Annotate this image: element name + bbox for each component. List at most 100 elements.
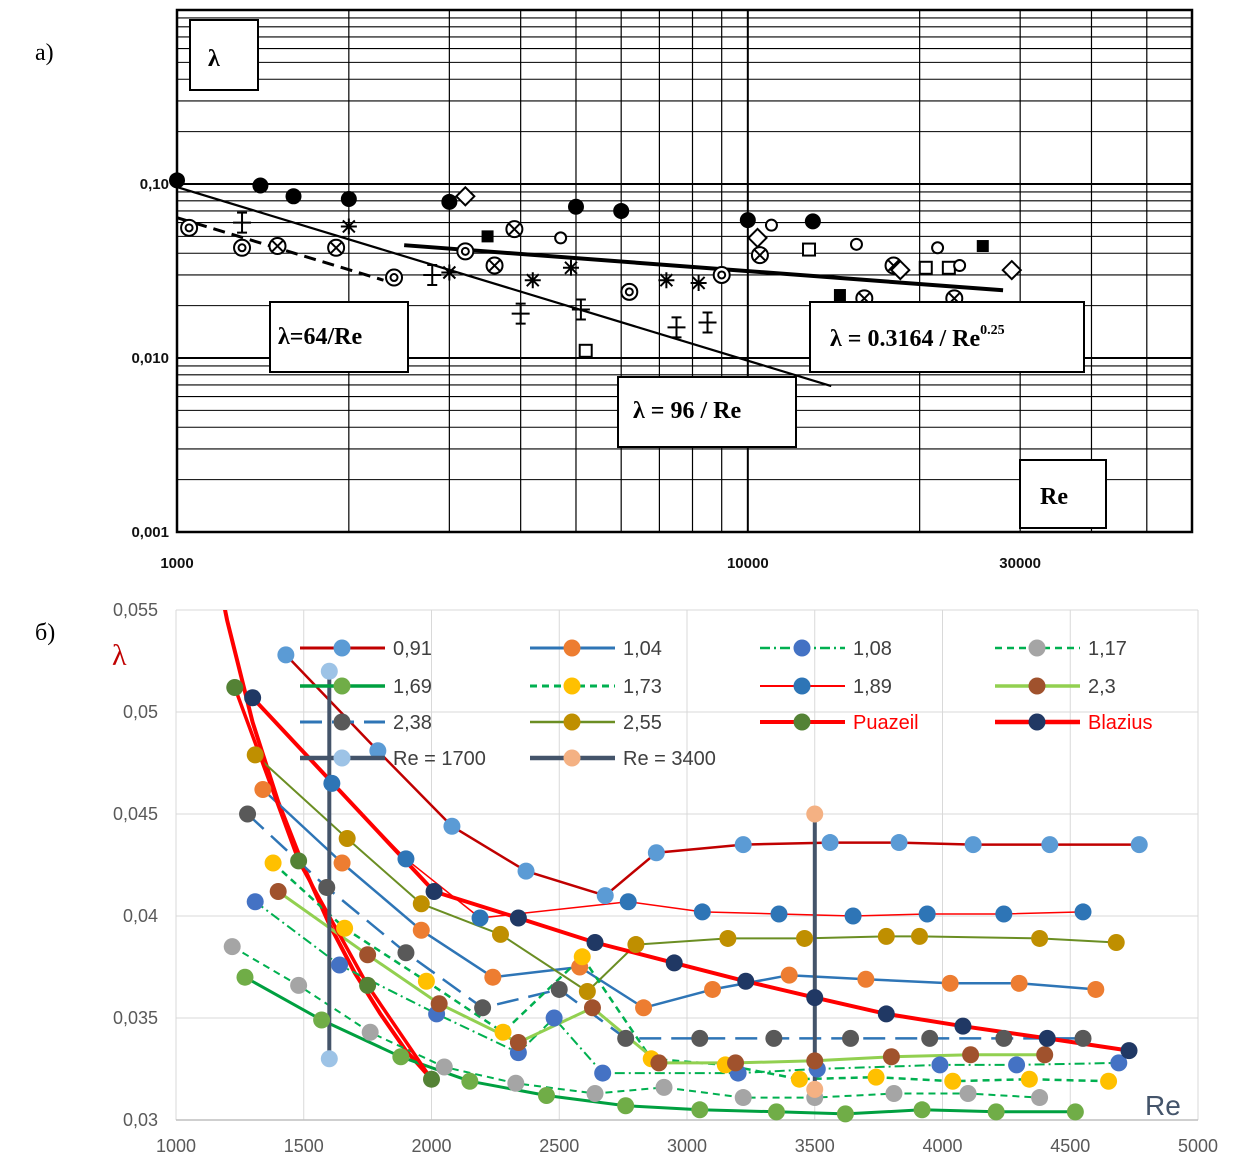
chart-b-series-line	[246, 813, 1083, 1040]
chart-b-series-line	[233, 686, 433, 1081]
chart-b-legend-marker	[563, 749, 581, 767]
chart-a-point	[941, 260, 956, 275]
chart-a-point	[252, 177, 269, 194]
chart-b-friction-linear: 1000 1500 2000 2500 3000 3500 4000 4500 5000 0,03…	[112, 600, 1218, 1156]
chart-b-legend-marker	[793, 713, 811, 731]
chart-a-point	[481, 230, 494, 243]
chart-b-xtick: 2000	[411, 1136, 451, 1156]
chart-b-point	[359, 976, 377, 994]
chart-b-point	[537, 1087, 555, 1105]
chart-b-point	[770, 905, 788, 923]
chart-b-xtick: 1500	[284, 1136, 324, 1156]
chart-b-point	[913, 1101, 931, 1119]
chart-b-point	[290, 976, 308, 994]
chart-b-point	[226, 679, 244, 697]
chart-a-point-inner	[460, 246, 470, 256]
chart-b-legend-label: Blazius	[1088, 712, 1152, 734]
chart-a-ylabel: λ	[208, 46, 220, 72]
chart-b-grid	[175, 609, 1199, 1121]
chart-b-legend-marker	[333, 713, 351, 731]
chart-b-point	[806, 805, 824, 823]
chart-b-legend-label: 2,3	[1088, 676, 1116, 698]
chart-b-point	[780, 966, 798, 984]
chart-b-point	[509, 909, 527, 927]
chart-b-point	[509, 1033, 527, 1051]
chart-a-point	[285, 188, 302, 205]
chart-b-series-line	[231, 945, 1040, 1099]
chart-b-point	[921, 1029, 939, 1047]
chart-a-point	[804, 213, 821, 230]
chart-b-point	[954, 1017, 972, 1035]
chart-b-series-line	[262, 788, 1096, 1010]
chart-b-point	[944, 1072, 962, 1090]
chart-b-point	[647, 844, 665, 862]
chart-b-point	[836, 1105, 854, 1123]
chart-b-point	[369, 742, 387, 760]
chart-b-point	[911, 927, 929, 945]
chart-b-ytick: 0,05	[123, 702, 158, 722]
chart-b-point	[1074, 1029, 1092, 1047]
chart-a-point	[620, 282, 639, 301]
chart-b-ytick: 0,03	[123, 1110, 158, 1130]
chart-b-series-line	[272, 862, 1109, 1083]
chart-b-xlabel: Re	[1145, 1090, 1181, 1121]
chart-a-point	[712, 265, 731, 284]
chart-b-point	[844, 907, 862, 925]
chart-b-point	[550, 980, 568, 998]
chart-a-point	[340, 218, 357, 235]
chart-a-point	[571, 298, 590, 321]
chart-b-point	[959, 1084, 977, 1102]
chart-b-point	[691, 1029, 709, 1047]
chart-b-point	[918, 905, 936, 923]
chart-a-point	[441, 193, 458, 210]
chart-b-point	[867, 1068, 885, 1086]
chart-b-point	[423, 1070, 440, 1088]
chart-b-legend-marker	[563, 713, 581, 731]
chart-a-xlabel-box: Re	[1019, 459, 1107, 529]
chart-a-xtick: 10000	[727, 555, 769, 572]
chart-b-point	[1020, 1070, 1038, 1088]
chart-a-point	[385, 268, 404, 287]
chart-b-point	[691, 1101, 709, 1119]
chart-a-point-cross	[271, 239, 284, 253]
chart-b-legend-marker	[793, 639, 811, 657]
chart-b-point	[987, 1103, 1005, 1121]
chart-a-point	[340, 190, 357, 207]
chart-b-point	[617, 1097, 635, 1115]
chart-b-point	[397, 850, 415, 868]
chart-b-point	[619, 893, 637, 911]
chart-b-point	[244, 689, 262, 707]
chart-b-ytick: 0,04	[123, 906, 158, 926]
chart-a-point	[747, 227, 768, 249]
panel-label-a: а)	[35, 40, 54, 66]
chart-b-point	[1008, 1056, 1026, 1074]
chart-a-annot-blasius: λ = 0.3164 / Re0.25	[809, 301, 1085, 373]
chart-a-ytick: 0,001	[131, 524, 169, 541]
chart-b-legend-label: 1,04	[623, 638, 662, 660]
chart-b-legend-label: 0,91	[393, 638, 432, 660]
chart-a-line-96	[176, 186, 832, 388]
chart-a-point	[454, 185, 476, 207]
chart-b-point	[882, 1048, 900, 1066]
chart-b-point	[573, 948, 591, 966]
chart-b-point	[246, 746, 264, 764]
chart-a-point-inner	[237, 243, 247, 253]
chart-a-line-64	[176, 216, 384, 282]
chart-b-point	[412, 921, 430, 939]
chart-a-point	[456, 242, 475, 261]
chart-a-point	[554, 231, 568, 245]
chart-b-point	[290, 852, 308, 870]
chart-b-point	[1120, 1042, 1138, 1060]
chart-a-point	[802, 242, 817, 257]
chart-b-point	[734, 836, 752, 854]
chart-b-point	[719, 929, 737, 947]
chart-b-legend-marker	[333, 639, 351, 657]
chart-b-xtick: 5000	[1178, 1136, 1218, 1156]
panel-label-b: б)	[35, 620, 55, 646]
chart-b-point	[796, 929, 814, 947]
chart-b-point	[1066, 1103, 1084, 1121]
chart-b-point	[635, 999, 653, 1017]
chart-a-ytick: 0,010	[131, 350, 169, 367]
chart-b-legend-label: 1,17	[1088, 638, 1127, 660]
chart-b-point	[877, 1005, 895, 1023]
